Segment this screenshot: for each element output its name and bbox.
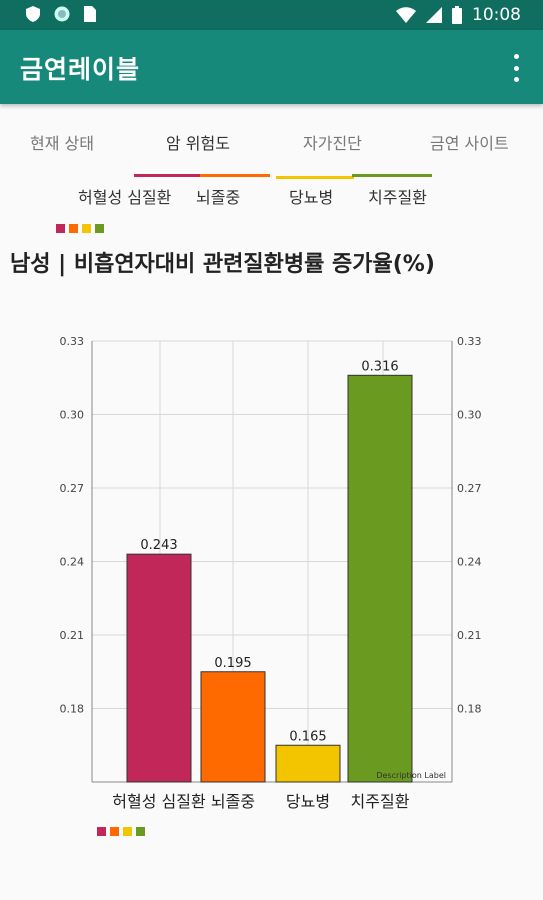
- data-label: 0.243: [140, 538, 177, 553]
- bar: [347, 374, 413, 783]
- tab-current-status[interactable]: 현재 상태: [30, 134, 94, 153]
- shield-icon: [26, 6, 40, 22]
- bar-chart: 0.18 0.18 0.21 0.21 0.24 0.24 0.27 0.27 0.30 0.30…: [60, 335, 482, 811]
- sim-icon: [84, 6, 96, 22]
- battery-icon: [452, 6, 462, 24]
- y-tick-label-left: 0.18: [60, 703, 85, 716]
- tab-cancer-risk[interactable]: 암 위험도: [166, 134, 230, 153]
- y-tick-label-left: 0.27: [60, 482, 85, 495]
- legend-swatch: [123, 827, 132, 836]
- x-category-label: 허혈성 심질환: [112, 792, 206, 811]
- previous-category-label: 허혈성 심질환: [78, 188, 172, 207]
- data-label: 0.195: [214, 656, 251, 671]
- legend-swatch: [110, 827, 119, 836]
- tab-self-diagnosis[interactable]: 자가진단: [303, 134, 362, 153]
- y-tick-label-left: 0.30: [60, 409, 85, 422]
- bar: [275, 744, 341, 783]
- description-label: Description Label: [376, 771, 446, 780]
- app-title: 금연레이블: [20, 55, 141, 84]
- y-tick-label-left: 0.24: [60, 556, 85, 569]
- wifi-icon: [396, 7, 416, 23]
- tab-quit-sites[interactable]: 금연 사이트: [430, 134, 509, 153]
- previous-category-label: 뇌졸중: [196, 188, 241, 207]
- y-tick-label-right: 0.21: [457, 629, 482, 642]
- previous-bar-stroke: [352, 174, 432, 177]
- previous-category-label: 치주질환: [368, 188, 427, 207]
- previous-bar-stroke: [200, 174, 270, 177]
- bar: [126, 553, 192, 783]
- legend-swatch: [97, 827, 106, 836]
- chart-legend-top: [56, 224, 104, 233]
- previous-bar-stroke: [134, 174, 200, 177]
- signal-icon: [426, 7, 442, 23]
- y-tick-label-right: 0.18: [457, 703, 482, 716]
- y-tick-label-right: 0.33: [457, 335, 482, 348]
- previous-bar-stroke: [276, 176, 354, 179]
- previous-category-label: 당뇨병: [289, 188, 334, 207]
- previous-chart-labels: 허혈성 심질환 뇌졸중 당뇨병 치주질환: [0, 184, 543, 214]
- y-tick-label-right: 0.30: [457, 409, 482, 422]
- x-category-label: 뇌졸중: [211, 792, 255, 811]
- data-label: 0.316: [361, 359, 398, 374]
- legend-swatch: [69, 224, 78, 233]
- y-tick-label-left: 0.33: [60, 335, 85, 348]
- chart-title: 남성 | 비흡연자대비 관련질환병률 증가율(%): [10, 252, 435, 277]
- x-category-label: 치주질환: [351, 792, 410, 811]
- legend-swatch: [95, 224, 104, 233]
- legend-swatch: [82, 224, 91, 233]
- y-tick-label-right: 0.27: [457, 482, 482, 495]
- x-category-label: 당뇨병: [286, 792, 330, 811]
- legend-swatch: [136, 827, 145, 836]
- app-bar: 금연레이블: [0, 30, 543, 104]
- y-tick-label-right: 0.24: [457, 556, 482, 569]
- previous-chart-bars: [134, 174, 432, 179]
- status-time: 10:08: [472, 5, 521, 25]
- bar: [200, 671, 266, 783]
- legend-swatch: [56, 224, 65, 233]
- more-vert-icon[interactable]: [511, 54, 521, 82]
- status-bar: 10:08: [0, 0, 543, 30]
- globe-icon: [54, 6, 70, 22]
- data-label: 0.165: [289, 729, 326, 744]
- tab-bar: 현재 상태 암 위험도 자가진단 금연 사이트: [0, 104, 543, 178]
- y-tick-label-left: 0.21: [60, 629, 85, 642]
- chart-legend-bottom: [97, 827, 145, 836]
